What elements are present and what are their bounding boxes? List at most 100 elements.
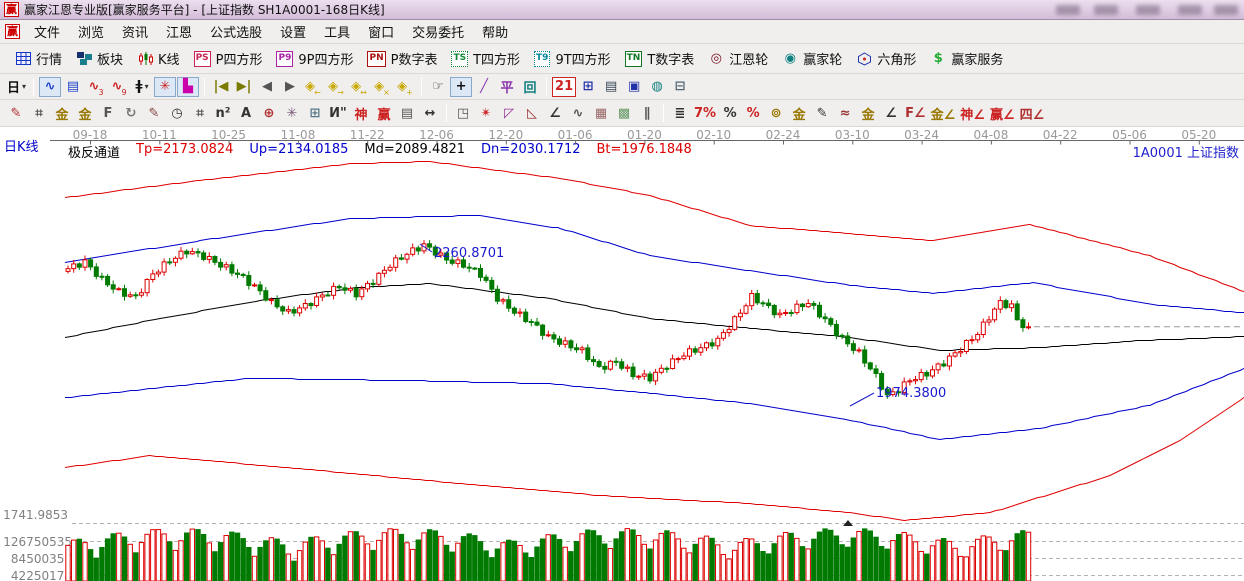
blurred-window-control[interactable] xyxy=(1214,5,1238,15)
winner-wheel-button[interactable]: ◉ 赢家轮 xyxy=(775,47,849,70)
parallel-lines-button[interactable]: ∥ xyxy=(636,103,658,123)
menu-trade[interactable]: 交易委托 xyxy=(412,26,465,41)
p-square-button[interactable]: PS P四方形 xyxy=(187,47,270,70)
time-clock-button[interactable]: ◷ xyxy=(166,103,188,123)
ray-fan-button[interactable]: ✴ xyxy=(475,103,497,123)
percent-line-button[interactable]: % xyxy=(742,103,764,123)
menu-file[interactable]: 文件 xyxy=(34,26,61,41)
first-bar-button[interactable]: |◀ xyxy=(210,77,232,97)
diamond-full-button[interactable]: ◈ + xyxy=(394,77,416,97)
menu-settings[interactable]: 设置 xyxy=(280,26,307,41)
spiral-tool-button[interactable]: ↻ xyxy=(120,103,142,123)
volume-histogram-button[interactable]: ▙ xyxy=(177,76,200,97)
n-quote-button[interactable]: И" xyxy=(327,103,349,123)
menu-gann[interactable]: 江恩 xyxy=(166,26,193,41)
save-button[interactable]: ▣ xyxy=(623,77,645,97)
9p-square-button[interactable]: P9 9P四方形 xyxy=(269,47,360,70)
marker-pen-button[interactable]: ✎ xyxy=(143,103,165,123)
menu-tools[interactable]: 工具 xyxy=(324,26,351,41)
zigzag-wave-button[interactable]: ∿ xyxy=(567,103,589,123)
menu-browse[interactable]: 浏览 xyxy=(78,26,105,41)
boxed-web-button[interactable]: ⊞ xyxy=(304,103,326,123)
angle-measure-button[interactable]: ╱ xyxy=(473,77,495,97)
wedge-box-button[interactable]: ◸ xyxy=(498,103,520,123)
pen-black-button[interactable]: ✎ xyxy=(811,103,833,123)
print-button[interactable]: ⊟ xyxy=(669,77,691,97)
diamond-right-button[interactable]: ◈ → xyxy=(325,77,347,97)
grid-tool-button[interactable]: ▦ xyxy=(590,103,612,123)
gold-lines-2-button[interactable]: 金 xyxy=(857,103,879,123)
tick-ruler-button[interactable]: ⌗ xyxy=(28,103,50,123)
shen-tool-button[interactable]: 神 xyxy=(350,103,372,123)
blurred-window-control[interactable] xyxy=(1178,5,1202,15)
kline-button[interactable]: K线 xyxy=(130,47,187,70)
n-square-button[interactable]: n² xyxy=(212,103,234,123)
candle-style-dropdown-button[interactable]: ǂ ▾ xyxy=(131,77,153,97)
menu-window[interactable]: 窗口 xyxy=(368,26,395,41)
gold-ruler-1-button[interactable]: 金 xyxy=(51,103,73,123)
market-quotes-button[interactable]: 行情 xyxy=(8,47,69,70)
angle-shen-button[interactable]: 神∠ xyxy=(958,103,987,123)
period-day-dropdown-button[interactable]: 日 ▾ xyxy=(5,77,28,97)
star-web-button[interactable]: ✳ xyxy=(281,103,303,123)
blurred-window-control[interactable] xyxy=(1136,5,1160,15)
gann-circle-button[interactable]: ⊕ xyxy=(258,103,280,123)
info-list-button[interactable]: ▤ xyxy=(62,77,84,97)
angle-gold-button[interactable]: 金∠ xyxy=(929,103,958,123)
angle-si-button[interactable]: 四∠ xyxy=(1018,103,1047,123)
menu-help[interactable]: 帮助 xyxy=(482,26,509,41)
angle-lines-button[interactable]: ∠ xyxy=(544,103,566,123)
sectors-button[interactable]: 板块 xyxy=(69,47,130,70)
price-ladder-button[interactable]: ≣ xyxy=(669,103,691,123)
p-number-table-button[interactable]: PN P数字表 xyxy=(360,47,444,70)
overlay-zigzag-button[interactable]: ∿ xyxy=(39,76,62,97)
gold-ruler-2-button[interactable]: 金 xyxy=(74,103,96,123)
angle-plain-button[interactable]: ∠ xyxy=(880,103,902,123)
wave-3-button[interactable]: ∿ 3 xyxy=(85,77,107,97)
crosshair-button[interactable]: + xyxy=(450,76,473,97)
menu-formula-pick[interactable]: 公式选股 xyxy=(210,26,263,41)
prev-bar-button[interactable]: ◀ xyxy=(256,77,278,97)
t-number-table-button[interactable]: TN T数字表 xyxy=(618,47,702,70)
wave-9-button[interactable]: ∿ 9 xyxy=(108,77,130,97)
chart-canvas[interactable]: 1741.9853 126750535 84500357 42250178 2260.8… xyxy=(0,140,1244,581)
fib-ruler-button[interactable]: F xyxy=(97,103,119,123)
blurred-window-control[interactable] xyxy=(1094,5,1118,15)
t-square-button[interactable]: TS T四方形 xyxy=(444,47,527,70)
calendar-button[interactable]: 21 xyxy=(552,76,577,97)
gold-lines-button[interactable]: 金 xyxy=(788,103,810,123)
hexagon-button[interactable]: 六角形 xyxy=(849,47,923,70)
notes-button[interactable]: ▤ xyxy=(600,77,622,97)
cycle-shape-button[interactable]: 回 xyxy=(519,77,541,97)
marks-tool-button[interactable]: ✳ xyxy=(154,76,177,97)
gann-shape-button[interactable]: 平 xyxy=(496,77,518,97)
ying-tool-button[interactable]: 赢 xyxy=(373,103,395,123)
width-measure-button[interactable]: ↔ xyxy=(419,103,441,123)
menu-news[interactable]: 资讯 xyxy=(122,26,149,41)
diamond-left-button[interactable]: ◈ ← xyxy=(302,77,324,97)
percent-7-button[interactable]: 7% xyxy=(692,103,718,123)
tick-ruler-2-button[interactable]: ⌗ xyxy=(189,103,211,123)
9t-square-button[interactable]: T9 9T四方形 xyxy=(527,47,618,70)
gold-circle-button[interactable]: ⊚ xyxy=(765,103,787,123)
next-bar-button[interactable]: ▶ xyxy=(279,77,301,97)
winner-service-button[interactable]: $ 赢家服务 xyxy=(923,47,1010,70)
box-select-button[interactable]: ◳ xyxy=(452,103,474,123)
fan-box-button[interactable]: ◺ xyxy=(521,103,543,123)
grid-box-button[interactable]: ▩ xyxy=(613,103,635,123)
diamond-h-expand-button[interactable]: ◈ ↔ xyxy=(348,77,370,97)
angle-ying-button[interactable]: 赢∠ xyxy=(988,103,1017,123)
gann-wheel-button[interactable]: ◎ 江恩轮 xyxy=(701,47,775,70)
last-bar-button[interactable]: ▶| xyxy=(233,77,255,97)
calculator-button[interactable]: ⊞ xyxy=(577,77,599,97)
diamond-compress-button[interactable]: ◈ × xyxy=(371,77,393,97)
blurred-window-control[interactable] xyxy=(1056,5,1080,15)
percent-button[interactable]: % xyxy=(719,103,741,123)
angle-a-button[interactable]: A xyxy=(235,103,257,123)
net-data-button[interactable]: ◍ xyxy=(646,77,668,97)
pen-tool-button[interactable]: ✎ xyxy=(5,103,27,123)
pan-hand-button[interactable]: ☞ xyxy=(427,77,449,97)
wave-lines-button[interactable]: ≈ xyxy=(834,103,856,123)
angle-f-button[interactable]: F∠ xyxy=(903,103,928,123)
ruler-123-button[interactable]: ▤ xyxy=(396,103,418,123)
